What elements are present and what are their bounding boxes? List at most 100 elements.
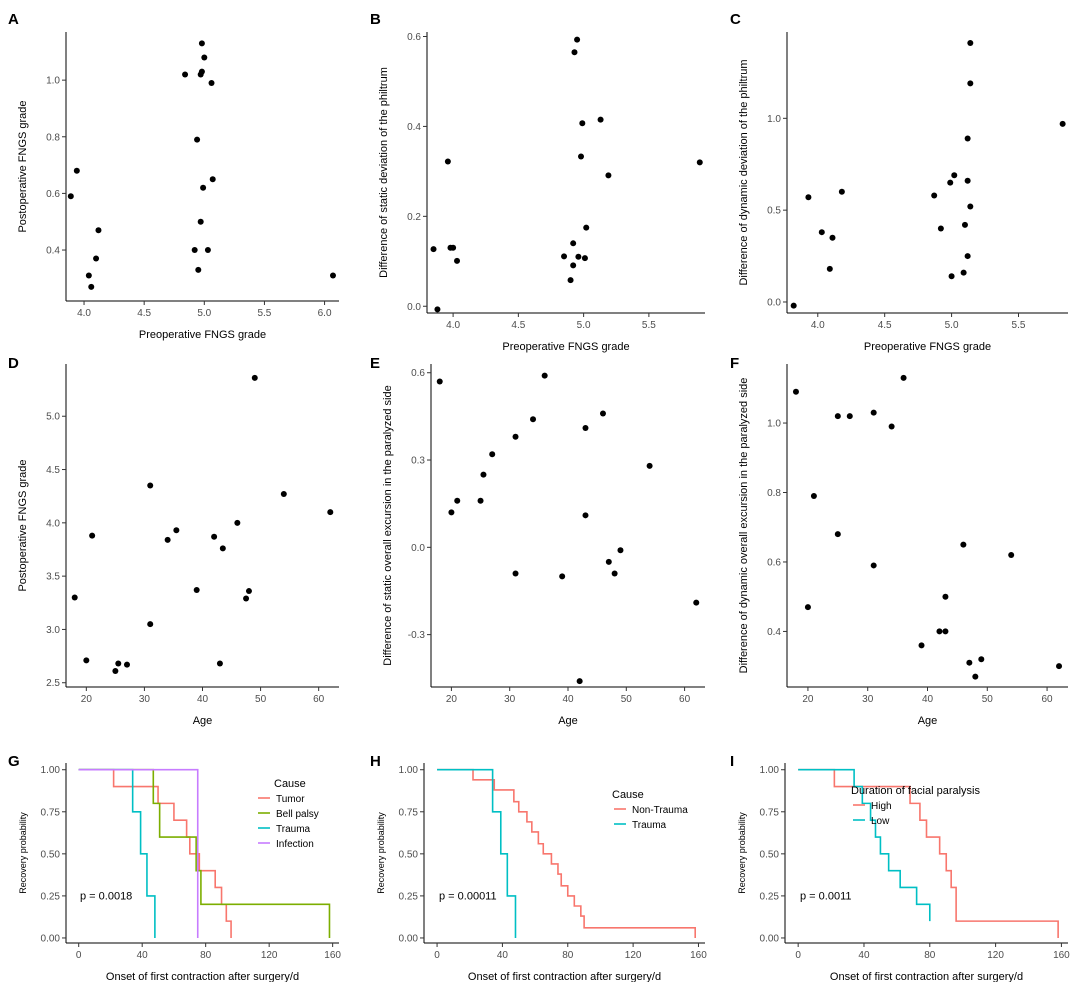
data-point <box>193 586 200 593</box>
data-point <box>978 656 985 663</box>
data-point <box>198 68 205 75</box>
y-tick-label: 0.8 <box>46 132 60 143</box>
data-point <box>83 657 90 664</box>
data-point <box>530 416 537 423</box>
x-tick-label: 20 <box>446 694 458 705</box>
x-tick-label: 5.0 <box>945 320 959 331</box>
series-line-low <box>798 768 931 922</box>
panel-letter: H <box>370 753 381 770</box>
x-tick-label: 120 <box>261 950 278 961</box>
x-tick-label: 50 <box>621 694 633 705</box>
data-point <box>115 660 122 667</box>
y-axis-title: Postoperative FNGS grade <box>17 459 29 591</box>
data-point <box>444 158 451 165</box>
data-point <box>88 283 95 290</box>
data-point <box>696 159 703 166</box>
y-tick-label: 1.0 <box>767 114 781 125</box>
x-tick-label: 20 <box>802 694 814 705</box>
y-tick-label: 0.25 <box>760 891 780 902</box>
data-point <box>173 527 180 534</box>
x-tick-label: 160 <box>690 950 707 961</box>
data-point <box>201 54 208 61</box>
x-tick-label: 80 <box>562 950 574 961</box>
data-point <box>93 255 100 262</box>
y-tick-label: 0.50 <box>41 849 61 860</box>
data-point <box>251 374 258 381</box>
x-tick-label: 6.0 <box>318 308 332 319</box>
data-point <box>575 253 582 260</box>
data-point <box>195 266 202 273</box>
data-point <box>559 573 566 580</box>
data-point <box>194 136 201 143</box>
y-tick-label: 0.4 <box>407 122 421 133</box>
data-point <box>1056 663 1063 670</box>
data-point <box>164 536 171 543</box>
data-point <box>931 192 938 199</box>
data-point <box>561 253 568 260</box>
x-tick-label: 80 <box>924 950 936 961</box>
data-point <box>810 492 817 499</box>
x-tick-label: 5.5 <box>1012 320 1026 331</box>
series-line-trauma <box>78 768 156 938</box>
panel-letter: E <box>370 355 380 372</box>
data-point <box>967 203 974 210</box>
data-point <box>792 388 799 395</box>
y-tick-label: 1.00 <box>41 765 61 776</box>
y-tick-label: 0.4 <box>46 246 60 257</box>
panel-letter: B <box>370 11 381 28</box>
y-tick-label: 0.6 <box>411 368 425 379</box>
x-tick-label: 40 <box>197 694 209 705</box>
data-point <box>936 628 943 635</box>
y-tick-label: 0.6 <box>767 557 781 568</box>
series-line-trauma <box>437 768 517 938</box>
data-point <box>937 225 944 232</box>
y-tick-label: 0.0 <box>767 297 781 308</box>
x-axis-title: Preoperative FNGS grade <box>864 341 991 353</box>
data-point <box>567 277 574 284</box>
data-point <box>805 194 812 201</box>
x-tick-label: 60 <box>1042 694 1054 705</box>
x-axis-title: Age <box>918 715 938 727</box>
data-point <box>208 79 215 86</box>
data-point <box>198 40 205 47</box>
data-point <box>966 659 973 666</box>
panel-letter: D <box>8 355 19 372</box>
p-value: p = 0.00011 <box>439 890 497 902</box>
data-point <box>870 562 877 569</box>
data-point <box>204 247 211 254</box>
series-line-infection <box>78 768 199 938</box>
y-axis-title: Recovery probability <box>737 812 747 894</box>
data-point <box>942 593 949 600</box>
x-axis-title: Onset of first contraction after surgery… <box>830 971 1023 982</box>
x-tick-label: 160 <box>324 950 341 961</box>
data-point <box>834 413 841 420</box>
data-point <box>234 519 241 526</box>
legend-title: Duration of facial paralysis <box>851 785 981 797</box>
data-point <box>804 604 811 611</box>
p-value: p = 0.0011 <box>800 890 851 902</box>
x-tick-label: 0 <box>795 950 801 961</box>
data-point <box>73 167 80 174</box>
y-axis-title: Difference of static deviation of the ph… <box>378 67 390 278</box>
data-point <box>947 179 954 186</box>
data-point <box>147 482 154 489</box>
panel-a: A 4.0 4.5 5.0 5.5 6.0 0.4 0.6 0.8 1.0 Preoperative… <box>8 11 339 341</box>
x-tick-label: 80 <box>200 950 212 961</box>
data-point <box>329 272 336 279</box>
data-point <box>964 135 971 142</box>
x-axis-title: Preoperative FNGS grade <box>139 329 266 341</box>
y-tick-label: 0.6 <box>46 189 60 200</box>
data-point <box>434 306 441 313</box>
panel-d: D 20 30 40 50 60 2.5 3.0 3.5 4.0 4.5 5.0 Age Postoper… <box>8 355 339 727</box>
y-tick-label: 1.00 <box>760 765 780 776</box>
y-tick-label: 0.25 <box>41 891 61 902</box>
y-tick-label: 0.00 <box>41 933 61 944</box>
data-point <box>960 269 967 276</box>
y-tick-label: 0.00 <box>760 933 780 944</box>
data-point <box>611 570 618 577</box>
series-line-bell-palsy <box>78 768 331 938</box>
data-point <box>581 255 588 262</box>
data-point <box>243 595 250 602</box>
y-tick-label: -0.3 <box>408 630 426 641</box>
data-point <box>436 378 443 385</box>
